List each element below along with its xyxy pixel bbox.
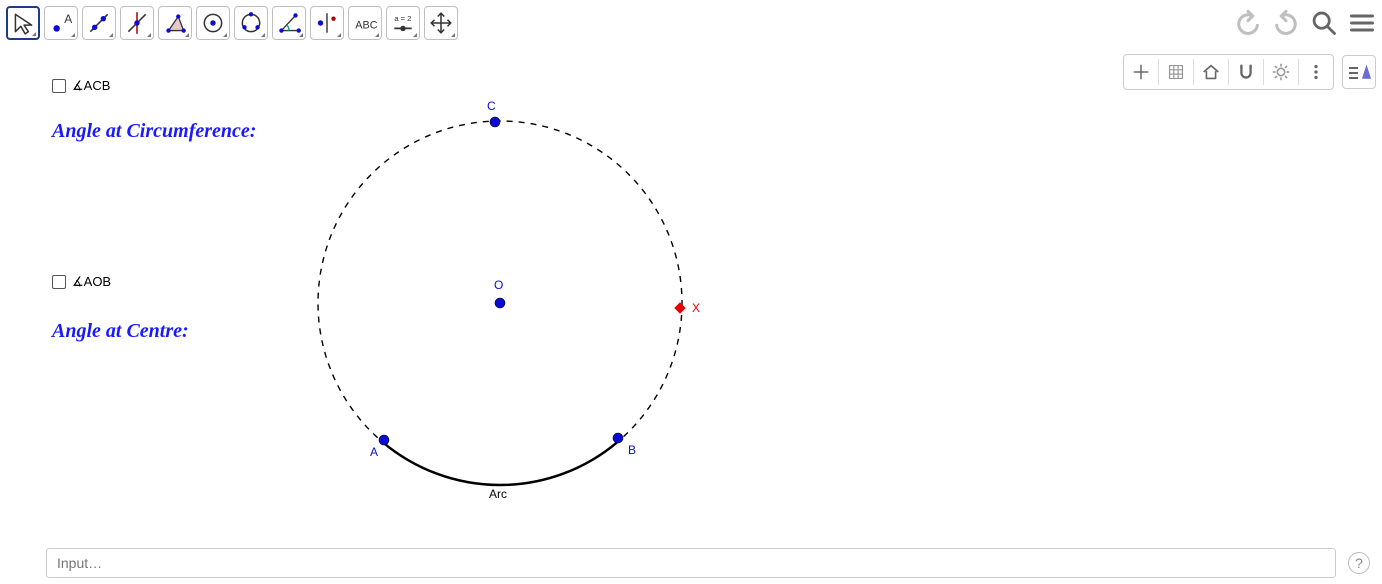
search-icon[interactable]	[1310, 9, 1338, 37]
pan-tool[interactable]	[424, 6, 458, 40]
checkbox-acb-label: ∡ACB	[72, 78, 110, 94]
top-toolbar: A ABC a = 2	[6, 4, 1376, 42]
svg-text:a = 2: a = 2	[394, 14, 411, 23]
tool-row: A ABC a = 2	[6, 6, 458, 40]
move-tool[interactable]	[6, 6, 40, 40]
checkbox-box-icon	[52, 275, 66, 289]
line-tool[interactable]	[82, 6, 116, 40]
input-bar[interactable]	[46, 548, 1336, 578]
header-right-controls	[1234, 9, 1376, 37]
polygon-tool[interactable]	[158, 6, 192, 40]
svg-text:ABC: ABC	[355, 19, 377, 31]
svg-text:C: C	[487, 99, 496, 113]
help-icon: ?	[1355, 555, 1363, 571]
conic-tool[interactable]	[234, 6, 268, 40]
circle-tool[interactable]	[196, 6, 230, 40]
svg-text:A: A	[370, 445, 378, 459]
checkbox-aob-label: ∡AOB	[72, 274, 111, 290]
svg-text:A: A	[64, 12, 72, 26]
input-help-button[interactable]: ?	[1348, 552, 1370, 574]
undo-icon[interactable]	[1234, 9, 1262, 37]
reflect-tool[interactable]	[310, 6, 344, 40]
svg-text:B: B	[628, 443, 636, 457]
slider-tool[interactable]: a = 2	[386, 6, 420, 40]
menu-icon[interactable]	[1348, 9, 1376, 37]
point-tool[interactable]: A	[44, 6, 78, 40]
checkbox-aob[interactable]: ∡AOB	[52, 274, 111, 290]
svg-text:O: O	[494, 278, 503, 292]
label-angle-centre: Angle at Centre:	[52, 320, 189, 343]
checkbox-box-icon	[52, 79, 66, 93]
label-angle-circumference: Angle at Circumference:	[52, 120, 256, 143]
svg-text:Arc: Arc	[489, 487, 507, 501]
graphics-view[interactable]: Arc O C A B X ∡ACB ∡AOB Angle at Circumferenc…	[0, 48, 1382, 536]
redo-icon[interactable]	[1272, 9, 1300, 37]
angle-tool[interactable]	[272, 6, 306, 40]
text-tool[interactable]: ABC	[348, 6, 382, 40]
perp-tool[interactable]	[120, 6, 154, 40]
checkbox-acb[interactable]: ∡ACB	[52, 78, 110, 94]
svg-text:X: X	[692, 301, 700, 315]
geometry-canvas: Arc O C A B X	[0, 48, 1382, 536]
algebra-input[interactable]	[55, 554, 1327, 572]
